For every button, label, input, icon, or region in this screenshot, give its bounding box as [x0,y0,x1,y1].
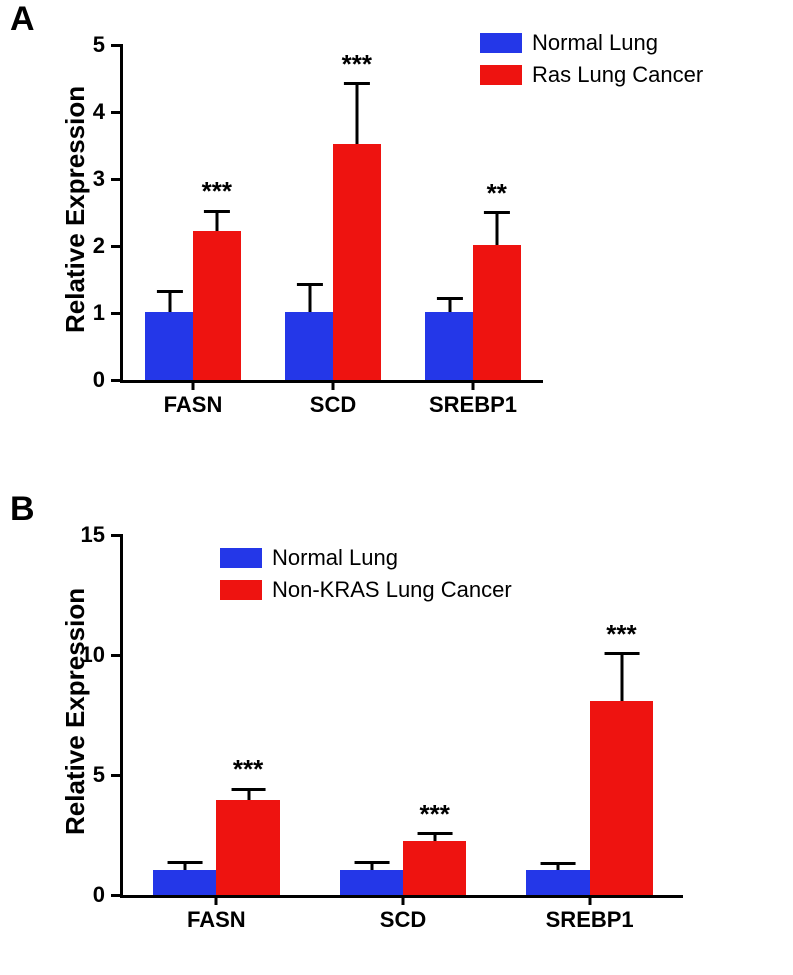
panel-label-B: B [10,490,35,529]
error-bar [248,789,249,800]
significance-marker: *** [606,619,636,650]
y-tick-label: 2 [93,233,123,259]
y-tick-label: 5 [93,762,123,788]
bar [153,870,216,895]
legend-label: Non-KRAS Lung Cancer [272,577,512,603]
legend-label: Ras Lung Cancer [532,62,703,88]
legend-swatch [220,548,262,568]
bar [285,312,333,380]
legend-item: Normal Lung [220,545,512,571]
x-tick-label: SREBP1 [546,895,634,933]
bar [216,800,279,895]
bar [340,870,403,895]
y-axis-title-B: Relative Expression [60,588,91,835]
bar [526,870,589,895]
significance-marker: *** [420,799,450,830]
legend-label: Normal Lung [532,30,658,56]
significance-marker: *** [233,754,263,785]
legend-label: Normal Lung [272,545,398,571]
y-tick-label: 0 [93,882,123,908]
legend-swatch [220,580,262,600]
x-tick-label: SCD [380,895,426,933]
significance-marker: *** [342,49,372,80]
error-bar [371,863,372,870]
bar [590,701,653,895]
error-bar [185,863,186,870]
y-tick-label: 15 [81,522,123,548]
error-bar [497,213,498,245]
y-tick-label: 5 [93,32,123,58]
bar [145,312,193,380]
y-tick-label: 4 [93,99,123,125]
panel-label-A: A [10,0,35,39]
y-tick-label: 0 [93,367,123,393]
x-tick-label: SCD [310,380,356,418]
legend-A: Normal Lung Ras Lung Cancer [480,30,703,94]
error-bar [558,864,559,870]
bar [193,231,241,380]
error-bar [621,654,622,701]
significance-marker: *** [202,176,232,207]
legend-item: Normal Lung [480,30,703,56]
x-tick-label: FASN [187,895,246,933]
y-tick-label: 3 [93,166,123,192]
legend-B: Normal Lung Non-KRAS Lung Cancer [220,545,512,609]
bar [333,144,381,380]
error-bar [169,292,170,312]
error-bar [449,298,450,311]
bar [425,312,473,380]
legend-item: Non-KRAS Lung Cancer [220,577,512,603]
x-tick-label: FASN [164,380,223,418]
bar [403,841,466,895]
error-bar [217,211,218,231]
error-bar [435,834,436,841]
legend-item: Ras Lung Cancer [480,62,703,88]
significance-marker: ** [487,178,507,209]
error-bar [357,84,358,144]
legend-swatch [480,33,522,53]
chart-frame-A: 012345FASN***SCD***SREBP1** [120,45,543,383]
y-axis-title-A: Relative Expression [60,85,91,332]
x-tick-label: SREBP1 [429,380,517,418]
legend-swatch [480,65,522,85]
bar [473,245,521,380]
y-tick-label: 1 [93,300,123,326]
error-bar [309,285,310,312]
